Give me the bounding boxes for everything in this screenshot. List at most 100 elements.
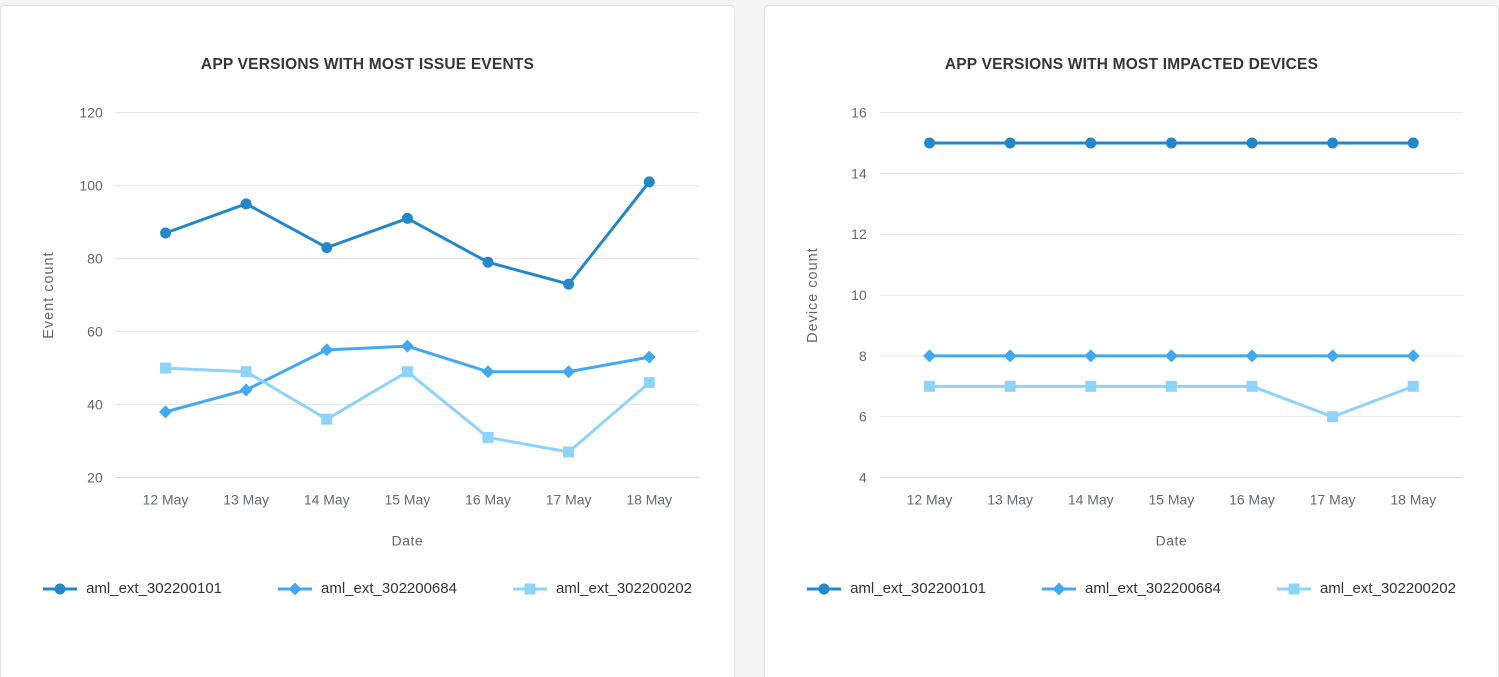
data-point-aml_ext_302200101[interactable] (1407, 137, 1419, 149)
data-point-aml_ext_302200202[interactable] (1246, 380, 1258, 392)
data-point-aml_ext_302200101[interactable] (1165, 137, 1177, 149)
legend-label: aml_ext_302200101 (850, 580, 987, 597)
square-marker-icon[interactable] (482, 431, 494, 443)
series-line-aml_ext_302200101 (164, 180, 651, 286)
square-marker-icon[interactable] (160, 362, 172, 374)
data-point-aml_ext_302200684[interactable] (320, 343, 334, 357)
data-point-aml_ext_302200684[interactable] (400, 339, 414, 353)
diamond-marker-icon[interactable] (239, 383, 253, 397)
data-point-aml_ext_302200684[interactable] (1084, 349, 1098, 363)
data-point-aml_ext_302200684[interactable] (239, 383, 253, 397)
data-point-aml_ext_302200202[interactable] (563, 446, 575, 458)
data-point-aml_ext_302200684[interactable] (1245, 349, 1259, 363)
data-point-aml_ext_302200101[interactable] (401, 212, 413, 224)
x-tick-label: 17 May (546, 491, 592, 507)
data-point-aml_ext_302200202[interactable] (401, 366, 413, 378)
data-point-aml_ext_302200684[interactable] (923, 349, 937, 363)
data-point-aml_ext_302200202[interactable] (1327, 411, 1339, 423)
circle-marker-icon[interactable] (321, 242, 333, 254)
data-point-aml_ext_302200202[interactable] (643, 377, 655, 389)
data-point-aml_ext_302200202[interactable] (1085, 380, 1097, 392)
data-point-aml_ext_302200202[interactable] (321, 413, 333, 425)
circle-marker-icon[interactable] (924, 137, 936, 149)
legend-label: aml_ext_302200684 (1085, 580, 1221, 597)
circle-marker-icon[interactable] (160, 227, 172, 239)
square-marker-icon[interactable] (401, 366, 413, 378)
y-axis-title: Event count (41, 251, 57, 338)
data-point-aml_ext_302200684[interactable] (1003, 349, 1017, 363)
circle-marker-icon[interactable] (1407, 137, 1419, 149)
square-marker-icon[interactable] (1246, 380, 1258, 392)
legend-item-aml_ext_302200684[interactable]: aml_ext_302200684 (1042, 580, 1221, 597)
diamond-marker-icon[interactable] (642, 350, 656, 364)
square-marker-icon[interactable] (1327, 411, 1339, 423)
data-point-aml_ext_302200101[interactable] (643, 176, 655, 188)
square-marker-icon[interactable] (1004, 380, 1016, 392)
data-point-aml_ext_302200202[interactable] (924, 380, 936, 392)
circle-marker-icon[interactable] (240, 198, 252, 210)
circle-marker-icon[interactable] (643, 176, 655, 188)
data-point-aml_ext_302200202[interactable] (240, 366, 252, 378)
diamond-marker-icon[interactable] (562, 365, 576, 379)
data-point-aml_ext_302200684[interactable] (642, 350, 656, 364)
data-point-aml_ext_302200101[interactable] (1004, 137, 1016, 149)
diamond-marker-icon (288, 582, 302, 595)
legend-item-aml_ext_302200684[interactable]: aml_ext_302200684 (278, 580, 457, 597)
data-point-aml_ext_302200101[interactable] (1327, 137, 1339, 149)
circle-marker-icon[interactable] (1085, 137, 1097, 149)
circle-marker-icon[interactable] (1327, 137, 1339, 149)
circle-marker-icon[interactable] (482, 256, 494, 268)
square-marker-icon[interactable] (1085, 380, 1097, 392)
data-point-aml_ext_302200101[interactable] (1246, 137, 1258, 149)
data-point-aml_ext_302200202[interactable] (1407, 380, 1419, 392)
diamond-marker-icon[interactable] (1164, 349, 1178, 363)
diamond-marker-icon[interactable] (159, 405, 173, 419)
legend-item-aml_ext_302200101[interactable]: aml_ext_302200101 (43, 580, 222, 597)
circle-marker-icon (818, 583, 830, 594)
data-point-aml_ext_302200101[interactable] (160, 227, 172, 239)
diamond-marker-icon[interactable] (481, 365, 495, 379)
diamond-marker-icon[interactable] (1326, 349, 1340, 363)
square-marker-icon[interactable] (924, 380, 936, 392)
diamond-marker-icon[interactable] (1245, 349, 1259, 363)
circle-marker-icon[interactable] (1004, 137, 1016, 149)
data-point-aml_ext_302200101[interactable] (240, 198, 252, 210)
data-point-aml_ext_302200202[interactable] (1004, 380, 1016, 392)
data-point-aml_ext_302200202[interactable] (160, 362, 172, 374)
data-point-aml_ext_302200101[interactable] (1085, 137, 1097, 149)
data-point-aml_ext_302200684[interactable] (562, 365, 576, 379)
square-marker-icon[interactable] (1407, 380, 1419, 392)
diamond-marker-icon[interactable] (1084, 349, 1098, 363)
y-tick-label: 40 (87, 397, 103, 413)
data-point-aml_ext_302200101[interactable] (482, 256, 494, 268)
diamond-marker-icon[interactable] (1406, 349, 1420, 363)
series-line-aml_ext_302200202 (164, 366, 651, 454)
square-marker-icon[interactable] (1165, 380, 1177, 392)
square-marker-icon[interactable] (563, 446, 575, 458)
data-point-aml_ext_302200202[interactable] (1165, 380, 1177, 392)
data-point-aml_ext_302200684[interactable] (1164, 349, 1178, 363)
legend-item-aml_ext_302200101[interactable]: aml_ext_302200101 (807, 580, 986, 597)
data-point-aml_ext_302200202[interactable] (482, 431, 494, 443)
x-tick-label: 13 May (223, 491, 269, 507)
diamond-marker-icon[interactable] (400, 339, 414, 353)
circle-marker-icon[interactable] (1165, 137, 1177, 149)
data-point-aml_ext_302200684[interactable] (159, 405, 173, 419)
diamond-marker-icon[interactable] (320, 343, 334, 357)
data-point-aml_ext_302200684[interactable] (1326, 349, 1340, 363)
legend-item-aml_ext_302200202[interactable]: aml_ext_302200202 (512, 580, 692, 597)
diamond-marker-icon[interactable] (923, 349, 937, 363)
circle-marker-icon[interactable] (401, 212, 413, 224)
square-marker-icon[interactable] (643, 377, 655, 389)
square-marker-icon[interactable] (240, 366, 252, 378)
diamond-marker-icon[interactable] (1003, 349, 1017, 363)
data-point-aml_ext_302200684[interactable] (481, 365, 495, 379)
data-point-aml_ext_302200101[interactable] (924, 137, 936, 149)
data-point-aml_ext_302200101[interactable] (563, 278, 575, 290)
circle-marker-icon[interactable] (563, 278, 575, 290)
data-point-aml_ext_302200101[interactable] (321, 242, 333, 254)
data-point-aml_ext_302200684[interactable] (1406, 349, 1420, 363)
legend-item-aml_ext_302200202[interactable]: aml_ext_302200202 (1276, 580, 1456, 597)
circle-marker-icon[interactable] (1246, 137, 1258, 149)
square-marker-icon[interactable] (321, 413, 333, 425)
